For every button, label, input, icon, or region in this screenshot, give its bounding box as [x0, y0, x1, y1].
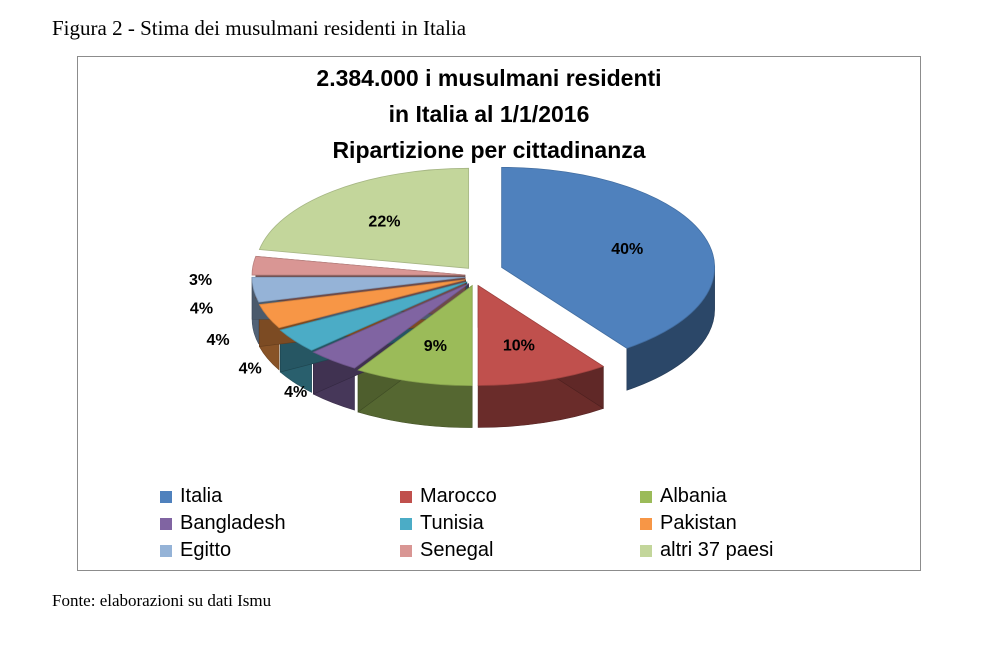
legend-swatch	[160, 490, 172, 503]
legend-label: Bangladesh	[180, 512, 286, 534]
chart-title: 2.384.000 i musulmani residenti in Italia…	[316, 65, 661, 163]
slice-bangladesh	[312, 283, 469, 369]
legend-label: Albania	[660, 485, 727, 507]
chart-legend: Italia Marocco Albania Bangladesh Tunisia Pak…	[160, 484, 840, 563]
chart-title-line-2: in Italia al 1/1/2016	[389, 101, 590, 127]
legend-item-bangladesh: Bangladesh	[160, 511, 400, 536]
legend-swatch	[400, 544, 412, 557]
data-label-bangladesh: 4%	[284, 384, 307, 401]
slice-tunisia	[279, 281, 468, 351]
legend-label: Pakistan	[660, 512, 737, 534]
data-label-egitto: 4%	[190, 300, 213, 317]
legend-item-altri-37-paesi: altri 37 paesi	[640, 538, 840, 563]
data-label-pakistan: 4%	[206, 332, 229, 349]
data-label-tunisia: 4%	[239, 360, 262, 377]
data-label-italia: 40%	[611, 241, 643, 258]
legend-swatch	[640, 490, 652, 503]
data-labels: 40% 10% 9% 4% 4% 4% 4% 3% 22%	[189, 214, 643, 402]
slice-egitto	[251, 276, 466, 303]
chart-title-line-3: Ripartizione per cittadinanza	[332, 137, 645, 163]
data-label-albania: 9%	[424, 338, 447, 355]
legend-swatch	[400, 517, 412, 530]
legend-swatch	[160, 517, 172, 530]
legend-label: altri 37 paesi	[660, 539, 774, 561]
legend-item-pakistan: Pakistan	[640, 511, 840, 536]
chart-title-line-1: 2.384.000 i musulmani residenti	[316, 65, 661, 91]
data-label-senegal: 3%	[189, 272, 212, 289]
legend-item-albania: Albania	[640, 484, 840, 509]
legend-swatch	[640, 544, 652, 557]
legend-swatch	[640, 517, 652, 530]
slice-altri-37-paesi	[258, 167, 470, 269]
slice-pakistan	[258, 279, 466, 329]
legend-item-marocco: Marocco	[400, 484, 640, 509]
legend-label: Egitto	[180, 539, 232, 561]
data-label-altri-37-paesi: 22%	[368, 214, 400, 231]
legend-item-senegal: Senegal	[400, 538, 640, 563]
data-label-marocco: 10%	[503, 337, 535, 354]
legend-item-egitto: Egitto	[160, 538, 400, 563]
legend-item-tunisia: Tunisia	[400, 511, 640, 536]
source-note: Fonte: elaborazioni su dati Ismu	[52, 591, 272, 610]
figure-caption: Figura 2 - Stima dei musulmani residenti…	[52, 16, 467, 40]
legend-item-italia: Italia	[160, 484, 400, 509]
slice-italia	[501, 166, 716, 349]
slice-marocco	[477, 284, 605, 386]
legend-swatch	[400, 490, 412, 503]
legend-label: Marocco	[420, 485, 497, 507]
slice-albania	[357, 284, 473, 387]
legend-label: Tunisia	[420, 512, 484, 534]
legend-label: Italia	[180, 485, 223, 507]
slice-senegal	[251, 255, 466, 276]
pie-slices	[251, 166, 716, 428]
legend-swatch	[160, 544, 172, 557]
legend-label: Senegal	[420, 539, 494, 561]
chart-frame	[77, 56, 921, 571]
